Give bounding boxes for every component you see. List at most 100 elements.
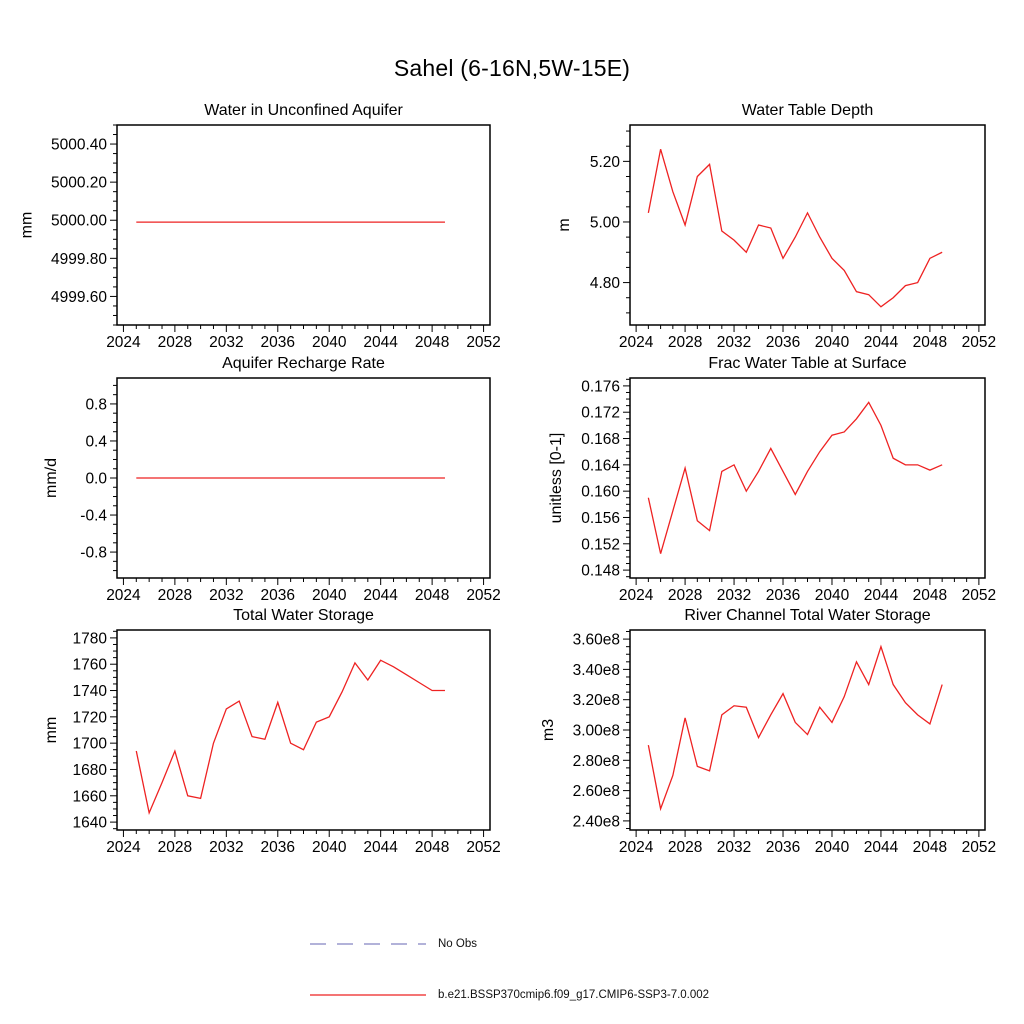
x-tick-label: 2048 — [415, 839, 449, 856]
chart-river-channel-total-water-storage: River Channel Total Water Storage 2024 202… — [540, 607, 996, 856]
y-tick-label: 2.40e8 — [573, 813, 620, 830]
x-tick-label: 2036 — [766, 839, 800, 856]
y-tick-label: 4999.60 — [51, 289, 107, 306]
x-tick-label: 2032 — [209, 587, 243, 604]
panel-title: Water Table Depth — [742, 102, 874, 119]
series-line — [647, 644, 943, 812]
y-tick-label: 1740 — [73, 683, 108, 700]
x-tick-label: 2048 — [913, 839, 947, 856]
x-tick-label: 2044 — [864, 839, 899, 856]
x-tick-label: 2048 — [913, 334, 947, 351]
x-tick-label: 2024 — [619, 839, 654, 856]
y-tick-label: 3.60e8 — [573, 632, 620, 649]
x-tick-label: 2028 — [158, 839, 192, 856]
y-axis-label: m3 — [540, 719, 557, 741]
y-tick-label: 3.00e8 — [573, 723, 620, 740]
y-axis-label: mm — [43, 717, 60, 744]
panel-title: Total Water Storage — [233, 607, 374, 624]
x-tick-label: 2036 — [261, 839, 295, 856]
x-tick-label: 2040 — [312, 334, 347, 351]
x-tick-label: 2052 — [962, 334, 996, 351]
panel-title: Water in Unconfined Aquifer — [204, 102, 403, 119]
x-tick-label: 2036 — [261, 334, 295, 351]
y-tick-label: 5000.20 — [51, 175, 107, 192]
y-tick-label: 4.80 — [590, 275, 621, 292]
x-tick-label: 2028 — [158, 587, 192, 604]
y-tick-label: -0.8 — [80, 545, 107, 562]
x-tick-label: 2048 — [913, 587, 947, 604]
y-tick-label: 1700 — [73, 736, 108, 753]
y-tick-label: 0.156 — [581, 510, 620, 527]
x-tick-label: 2052 — [466, 587, 500, 604]
y-tick-label: 5000.40 — [51, 137, 107, 154]
y-tick-label: 1660 — [73, 788, 108, 805]
x-tick-label: 2040 — [312, 587, 347, 604]
series-line — [647, 149, 943, 308]
y-tick-label: 0.152 — [581, 536, 620, 553]
legend-item-no-obs: No Obs — [310, 938, 477, 950]
y-tick-label: 1780 — [73, 630, 108, 647]
chart-water-in-unconfined-aquifer: Water in Unconfined Aquifer 2024 2028 2032 2… — [19, 102, 501, 351]
y-tick-label: 0.172 — [581, 405, 620, 422]
x-tick-label: 2024 — [106, 587, 141, 604]
y-tick-label: 0.160 — [581, 484, 620, 501]
y-tick-label: 5000.00 — [51, 213, 107, 230]
x-tick-label: 2040 — [815, 587, 850, 604]
x-tick-label: 2040 — [312, 839, 347, 856]
x-tick-label: 2036 — [766, 587, 800, 604]
x-tick-label: 2024 — [106, 839, 141, 856]
x-tick-label: 2044 — [864, 587, 899, 604]
x-tick-label: 2052 — [962, 587, 996, 604]
legend-label-no-obs: No Obs — [438, 938, 477, 950]
x-tick-label: 2044 — [864, 334, 899, 351]
y-tick-label: 0.176 — [581, 378, 620, 395]
y-tick-label: 5.20 — [590, 154, 621, 171]
x-tick-label: 2032 — [717, 334, 751, 351]
x-tick-label: 2052 — [962, 839, 996, 856]
x-tick-label: 2052 — [466, 839, 500, 856]
y-tick-label: 2.80e8 — [573, 753, 620, 770]
x-tick-label: 2048 — [415, 334, 449, 351]
y-tick-label: 3.20e8 — [573, 692, 620, 709]
y-tick-label: 0.164 — [581, 457, 620, 474]
x-tick-label: 2024 — [619, 587, 654, 604]
y-tick-label: 1720 — [73, 709, 108, 726]
y-tick-label: 0.0 — [85, 471, 107, 488]
y-tick-label: 1640 — [73, 815, 108, 832]
x-tick-label: 2040 — [815, 839, 850, 856]
page-title: Sahel (6-16N,5W-15E) — [393, 55, 631, 81]
x-tick-label: 2024 — [106, 334, 141, 351]
y-tick-label: 0.4 — [85, 433, 107, 450]
x-tick-label: 2028 — [668, 839, 702, 856]
y-tick-label: 4999.80 — [51, 251, 107, 268]
x-tick-label: 2044 — [363, 587, 398, 604]
x-tick-label: 2024 — [619, 334, 654, 351]
x-tick-label: 2028 — [668, 334, 702, 351]
y-tick-label: 0.148 — [581, 563, 620, 580]
x-tick-label: 2044 — [363, 334, 398, 351]
series-line — [647, 401, 943, 554]
x-tick-label: 2032 — [717, 839, 751, 856]
x-tick-label: 2032 — [717, 587, 751, 604]
x-tick-label: 2048 — [415, 587, 449, 604]
x-tick-label: 2036 — [766, 334, 800, 351]
legend-label-model-run: b.e21.BSSP370cmip6.f09_g17.CMIP6-SSP3-7.… — [438, 989, 710, 1001]
x-tick-label: 2044 — [363, 839, 398, 856]
y-tick-label: -0.4 — [80, 508, 107, 525]
x-tick-label: 2028 — [158, 334, 192, 351]
panel-title: Frac Water Table at Surface — [708, 355, 906, 372]
y-tick-label: 0.8 — [85, 396, 107, 413]
y-tick-label: 1760 — [73, 657, 108, 674]
y-axis-label: m — [556, 218, 573, 231]
chart-aquifer-recharge-rate: Aquifer Recharge Rate 2024 2028 2032 2036 204… — [43, 355, 501, 604]
y-axis-label: mm/d — [43, 458, 60, 498]
no-obs-dashed-line — [310, 943, 426, 945]
y-tick-label: 3.40e8 — [573, 662, 620, 679]
legend-item-model-run: b.e21.BSSP370cmip6.f09_g17.CMIP6-SSP3-7.… — [310, 989, 709, 1001]
y-axis-label: unitless [0-1] — [548, 433, 565, 524]
chart-water-table-depth: Water Table Depth 2024 2028 2032 2036 2040 204… — [556, 102, 996, 351]
x-tick-label: 2052 — [466, 334, 500, 351]
panel-title: Aquifer Recharge Rate — [222, 355, 385, 372]
y-axis-label: mm — [19, 212, 36, 239]
